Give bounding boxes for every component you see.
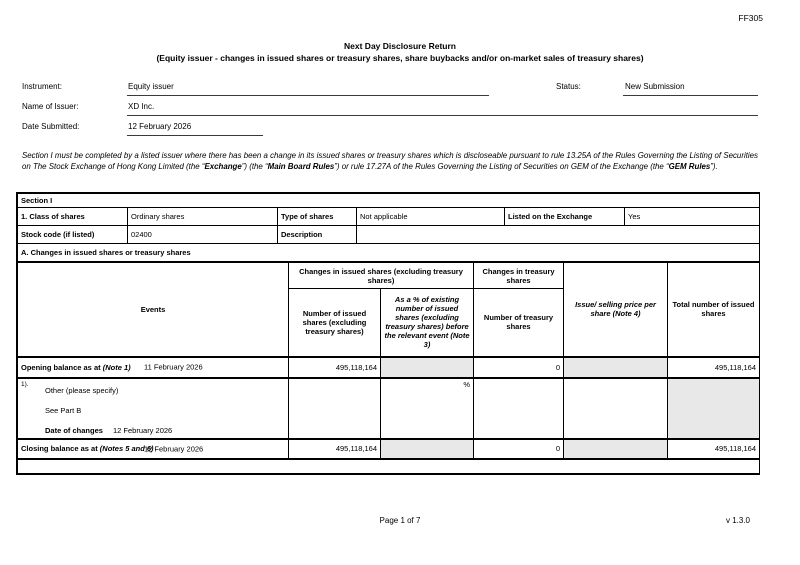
opening-total: 495,118,164 (667, 355, 761, 378)
form-title-line1: Next Day Disclosure Return (344, 41, 456, 51)
class-of-shares-label: 1. Class of shares (17, 207, 128, 226)
intro-bold-main-board-rules: Main Board Rules (267, 161, 335, 171)
date-submitted-label: Date Submitted: (22, 122, 80, 131)
opening-balance-label-cell: Opening balance as at (Note 1) 11 Februa… (17, 355, 289, 378)
closing-balance-label: Closing balance as at (21, 444, 100, 453)
issuer-underline (127, 115, 758, 116)
closing-balance-date: 12 February 2026 (144, 444, 204, 453)
intro-bold-exchange: Exchange (204, 161, 242, 171)
date-submitted-underline (127, 135, 263, 136)
form-code: FF305 (738, 13, 763, 23)
col-header-num-treasury: Number of treasury shares (473, 288, 565, 357)
status-label: Status: (556, 82, 581, 91)
intro-seg4: ”). (710, 161, 718, 171)
other-total-cell-shaded (667, 376, 761, 439)
other-event-line1: Other (please specify) (45, 385, 119, 395)
other-event-cell: 1). Other (please specify) See Part B Da… (17, 376, 289, 439)
page-number: Page 1 of 7 (379, 516, 421, 525)
other-event-row: 1). Other (please specify) See Part B Da… (17, 376, 761, 439)
opening-num-issued: 495,118,164 (288, 355, 381, 378)
closing-num-treasury: 0 (473, 437, 565, 459)
instrument-underline (127, 95, 489, 96)
closing-balance-label-cell: Closing balance as at (Notes 5 and 6) 12… (17, 437, 289, 459)
intro-seg2: ”) (the “ (241, 161, 268, 171)
listed-on-exchange-value: Yes (623, 207, 761, 226)
other-pct-cell: % (379, 376, 475, 439)
closing-num-issued: 495,118,164 (288, 437, 381, 459)
other-event-marker: 1). (21, 380, 29, 388)
empty-row (16, 457, 761, 474)
col-header-num-issued: Number of issued shares (excluding treas… (288, 288, 381, 357)
type-of-shares-value: Not applicable (356, 207, 505, 226)
description-value (355, 225, 761, 244)
date-submitted-value: 12 February 2026 (128, 122, 192, 131)
version-number: v 1.3.0 (725, 516, 750, 525)
col-header-issue-price: Issue/ selling price per share (Note 4) (563, 262, 669, 357)
opening-price-cell-shaded (563, 355, 669, 378)
col-header-total-issued: Total number of issued shares (667, 262, 761, 357)
opening-pct-cell-shaded (379, 355, 475, 378)
rule-intro-paragraph: Section I must be completed by a listed … (22, 151, 758, 173)
opening-balance-note: (Note 1) (102, 362, 131, 372)
col-header-pct-existing: As a % of existing number of issued shar… (379, 288, 475, 357)
listed-on-exchange-label: Listed on the Exchange (504, 207, 625, 226)
instrument-value: Equity issuer (128, 82, 174, 91)
instrument-label: Instrument: (22, 82, 63, 91)
form-title-line2: (Equity issuer - changes in issued share… (156, 53, 644, 63)
section1-info-table: Section I 1. Class of shares Ordinary sh… (16, 193, 761, 262)
opening-balance-label: Opening balance as at (21, 362, 103, 372)
empty-row-cell (16, 457, 761, 474)
intro-seg1: Section I must be completed by a listed … (22, 151, 758, 171)
closing-pct-cell-shaded (379, 437, 475, 459)
stock-code-value: 02400 (127, 225, 278, 244)
section1-header: Section I (16, 193, 761, 208)
partA-header: A. Changes in issued shares or treasury … (16, 243, 761, 262)
other-num-treasury-cell (473, 376, 565, 439)
opening-balance-row: Opening balance as at (Note 1) 11 Februa… (17, 355, 761, 378)
closing-total: 495,118,164 (667, 437, 761, 459)
other-price-cell (563, 376, 669, 439)
opening-num-treasury: 0 (473, 355, 565, 378)
other-num-issued-cell (288, 376, 381, 439)
issuer-label: Name of Issuer: (22, 102, 79, 111)
form-title: Next Day Disclosure Return (Equity issue… (0, 40, 800, 64)
closing-price-cell-shaded (563, 437, 669, 459)
other-date-of-changes-value: 12 February 2026 (113, 425, 173, 435)
issuer-value: XD Inc. (128, 102, 155, 111)
type-of-shares-label: Type of shares (277, 207, 357, 226)
col-header-events: Events (17, 262, 289, 357)
partA-changes-table: Events Changes in issued shares (excludi… (16, 262, 761, 474)
group-header-issued-shares: Changes in issued shares (excluding trea… (287, 262, 475, 289)
intro-seg3: ”) or rule 17.27A of the Rules Governing… (334, 161, 669, 171)
closing-balance-row: Closing balance as at (Notes 5 and 6) 12… (17, 437, 761, 459)
stock-code-label: Stock code (if listed) (17, 225, 128, 244)
status-underline (623, 95, 758, 96)
opening-balance-date: 11 February 2026 (144, 362, 203, 372)
group-header-treasury-shares: Changes in treasury shares (473, 262, 565, 289)
other-event-line2: See Part B (45, 405, 82, 415)
class-of-shares-value: Ordinary shares (127, 207, 278, 226)
intro-bold-gem-rules: GEM Rules (668, 161, 711, 171)
closing-balance-note: (Notes 5 and 6) (99, 444, 154, 453)
description-label: Description (277, 225, 357, 244)
status-value: New Submission (625, 82, 685, 91)
other-date-of-changes-label: Date of changes (45, 425, 103, 435)
section1-table: Section I 1. Class of shares Ordinary sh… (16, 192, 761, 475)
